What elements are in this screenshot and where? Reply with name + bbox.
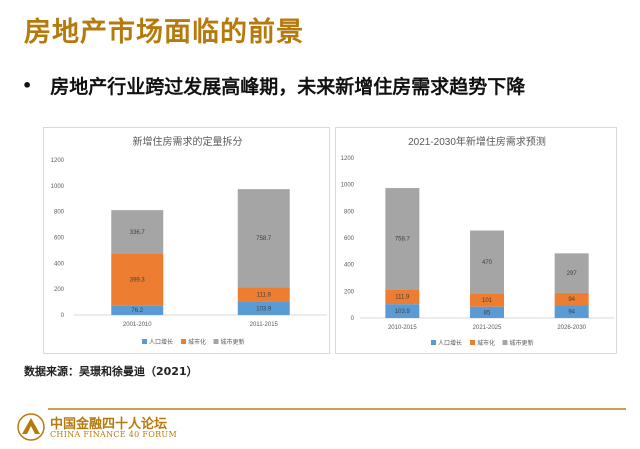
data-label: 758.7 (395, 237, 411, 243)
y-tick-label: 800 (54, 210, 65, 216)
x-tick-label: 2011-2015 (250, 322, 279, 328)
legend-entry: 城市更新 (510, 339, 534, 347)
legend-entry: 城市化 (188, 338, 206, 346)
bar-1-2001-2010-人口增长 (111, 305, 164, 315)
bullet-dot-icon: • (22, 76, 33, 95)
data-label: 111.9 (395, 295, 410, 301)
legend-swatch (142, 339, 147, 344)
data-label: 103.9 (256, 306, 272, 312)
bullet-text: 房地产行业跨过发展高峰期，未来新增住房需求趋势下降 (50, 76, 526, 98)
legend-swatch (431, 340, 436, 345)
legend-swatch (502, 340, 508, 345)
legend-swatch (181, 339, 186, 344)
data-label: 94 (568, 310, 575, 316)
y-tick-label: 1000 (341, 183, 355, 189)
bar-2-2010-2015-人口增长 (385, 304, 420, 318)
y-tick-label: 600 (344, 236, 355, 242)
data-label: 297 (567, 271, 578, 277)
y-tick-label: 200 (54, 287, 65, 293)
forum-logo-icon (17, 413, 45, 441)
chart-title: 2021-2030年新增住房需求预测 (408, 135, 546, 148)
y-tick-label: 1200 (51, 158, 65, 164)
chart-svg-1: 新增住房需求的定量拆分 0 200 400 600 800 1000 1200 76.2 399.… (51, 135, 327, 346)
chart-housing-demand-forecast: 2021-2030年新增住房需求预测 0 200 400 600 800 1000 1200 1… (335, 127, 617, 354)
bar-1-2011-2015-人口增长 (237, 301, 290, 315)
bar-2-2026-2030-城市更新 (554, 253, 589, 293)
x-tick-label: 2001-2010 (123, 322, 152, 328)
legend-swatch (213, 339, 219, 344)
chart-housing-demand-decomposition: 新增住房需求的定量拆分 0 200 400 600 800 1000 1200 76.2 399.… (43, 127, 330, 354)
data-label: 758.7 (256, 236, 272, 242)
data-label: 470 (482, 260, 493, 266)
x-tick-label: 2021-2025 (473, 325, 502, 331)
y-tick-label: 1200 (341, 156, 355, 162)
data-source-note: 数据来源：吴璟和徐曼迪（2021） (24, 365, 198, 378)
bar-2-2021-2025-城市化 (470, 293, 504, 307)
bar-2-2026-2030-城市化 (554, 292, 589, 306)
bar-2-2010-2015-城市化 (385, 289, 420, 305)
chart-svg-2: 2021-2030年新增住房需求预测 0 200 400 600 800 1000 1200 1… (341, 135, 614, 347)
data-label: 101 (482, 298, 493, 304)
chart-title: 新增住房需求的定量拆分 (133, 135, 243, 148)
bullet-point: • 房地产行业跨过发展高峰期，未来新增住房需求趋势下降 (22, 72, 525, 99)
data-label: 103.9 (395, 309, 411, 315)
bar-1-2011-2015-城市更新 (237, 189, 290, 288)
bar-1-2001-2010-城市化 (111, 253, 164, 306)
y-tick-label: 800 (344, 209, 355, 215)
data-label: 94 (568, 297, 575, 303)
y-tick-label: 200 (344, 289, 355, 295)
bar-2-2021-2025-人口增长 (470, 306, 504, 318)
data-label: 336.7 (130, 230, 146, 236)
logo-text-en: CHINA FINANCE 40 FORUM (50, 430, 177, 439)
page-title: 房地产市场面临的前景 (24, 17, 304, 48)
x-tick-label: 2026-2030 (557, 325, 586, 331)
y-tick-label: 400 (54, 261, 65, 267)
bar-2-2026-2030-人口增长 (554, 305, 589, 318)
footer-divider (48, 408, 626, 410)
legend-swatch (470, 340, 475, 345)
legend-entry: 人口增长 (149, 338, 173, 346)
x-tick-label: 2010-2015 (388, 325, 417, 331)
y-tick-label: 600 (54, 236, 65, 242)
bar-1-2011-2015-城市化 (237, 287, 290, 302)
data-label: 76.2 (131, 308, 143, 314)
data-label: 85 (484, 310, 491, 316)
y-tick-label: 0 (351, 316, 355, 322)
y-tick-label: 0 (61, 313, 65, 319)
data-label: 111.9 (257, 292, 272, 298)
legend-entry: 城市化 (477, 339, 495, 347)
bar-2-2010-2015-城市更新 (385, 188, 420, 290)
bar-1-2001-2010-城市更新 (111, 210, 164, 254)
y-tick-label: 1000 (51, 184, 65, 190)
logo-text-cn: 中国金融四十人论坛 (50, 417, 168, 432)
bar-2-2021-2025-城市更新 (470, 230, 504, 294)
legend-entry: 人口增长 (438, 339, 462, 347)
legend-entry: 城市更新 (221, 338, 245, 346)
data-label: 399.3 (130, 277, 146, 283)
y-tick-label: 400 (344, 263, 355, 269)
